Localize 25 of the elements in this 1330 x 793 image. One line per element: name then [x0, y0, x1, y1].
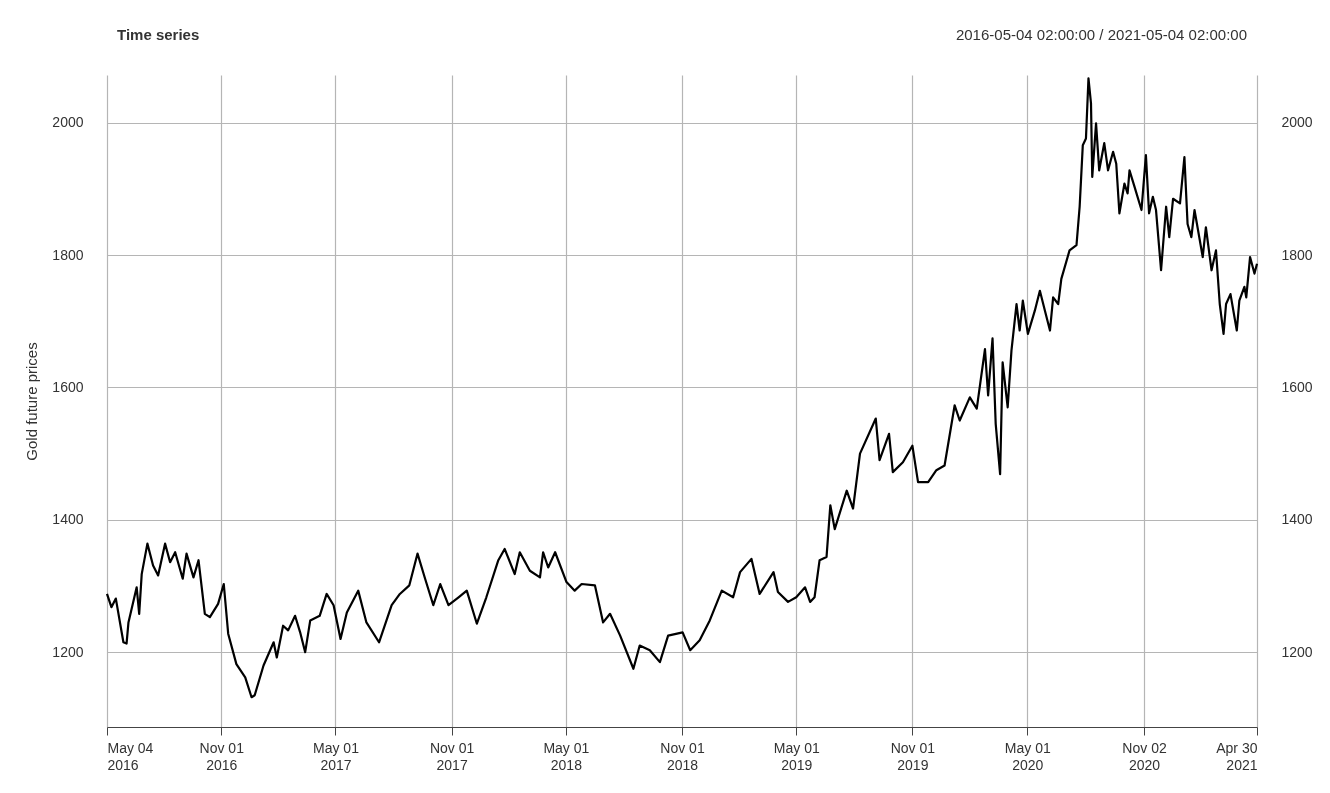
y-tick-label: 1200	[52, 643, 84, 660]
y2-tick-label: 1600	[1281, 378, 1313, 395]
x-tick-label: May 01 2018	[543, 739, 590, 773]
y2-tick-label: 2000	[1281, 114, 1313, 131]
y-axis-title: Gold future prices	[23, 342, 41, 461]
x-tick-label: Nov 01 2018	[660, 739, 705, 773]
x-tick-label: May 01 2019	[773, 739, 820, 773]
y-tick-label: 1600	[52, 378, 84, 395]
y-tick-label: 1400	[52, 511, 84, 528]
x-tick-label: Nov 01 2019	[890, 739, 936, 773]
y2-tick-label: 1200	[1281, 643, 1313, 660]
x-tick-label: May 04 2016	[107, 739, 154, 773]
chart-title: Time series	[117, 26, 200, 43]
x-tick-label: May 01 2020	[1004, 739, 1051, 773]
x-tick-label: Nov 02 2020	[1122, 739, 1167, 773]
y2-tick-label: 1800	[1281, 246, 1313, 263]
y-tick-label: 1800	[52, 246, 84, 263]
x-tick-label: May 01 2017	[313, 739, 360, 773]
x-tick-label: Nov 01 2017	[429, 739, 475, 773]
x-tick-label: Apr 30 2021	[1216, 739, 1258, 773]
y-tick-label: 2000	[52, 114, 84, 131]
chart-subtitle: 2016-05-04 02:00:00 / 2021-05-04 02:00:00	[955, 26, 1247, 43]
line-series	[105, 77, 1259, 699]
y2-tick-label: 1400	[1281, 511, 1313, 528]
x-tick-label: Nov 01 2016	[199, 739, 245, 773]
